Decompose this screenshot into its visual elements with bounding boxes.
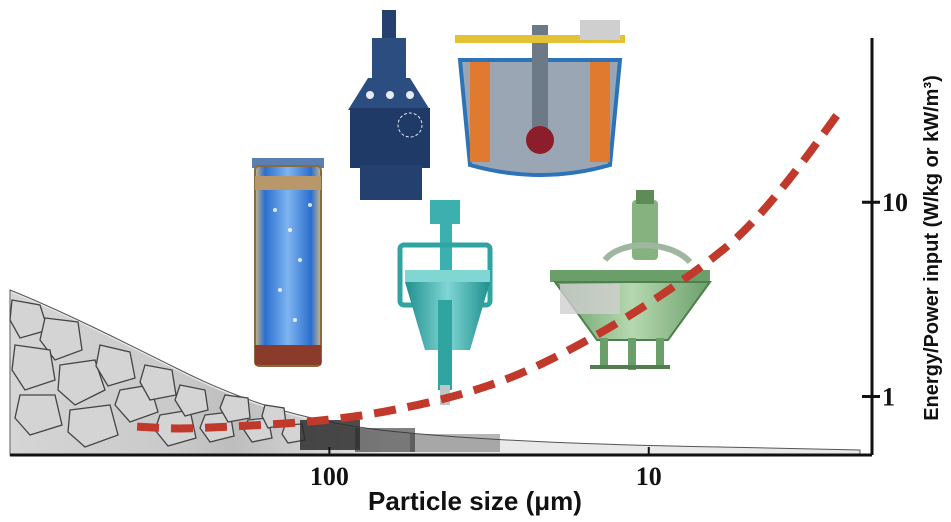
energy-input-series-line: [136, 107, 845, 433]
stirred-tank-icon: [455, 20, 625, 177]
coarse-particle-gradient-icon: [9, 289, 861, 456]
x-axis: 100 10 Particle size (μm): [10, 447, 872, 516]
hydrocyclone-cell-icon: [397, 200, 493, 405]
y-axis: 1 10 Energy/Power input (W/kg or kW/m³): [862, 38, 943, 455]
stirred-mill-icon: [348, 10, 430, 200]
y-axis-label: Energy/Power input (W/kg or kW/m³): [921, 75, 943, 421]
x-tick-label: 100: [310, 462, 349, 491]
y-tick-label: 10: [882, 188, 908, 217]
x-tick-label: 10: [636, 462, 662, 491]
plot-area: [136, 107, 845, 433]
y-tick-label: 1: [882, 383, 895, 412]
column-cell-icon: [252, 158, 324, 367]
x-axis-label: Particle size (μm): [368, 486, 582, 516]
